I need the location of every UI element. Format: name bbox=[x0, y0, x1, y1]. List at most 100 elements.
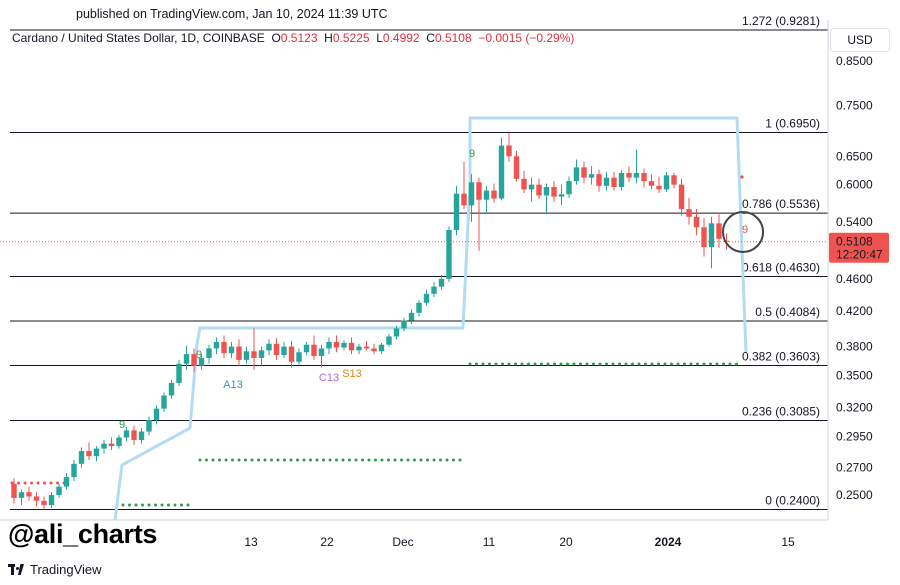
support-dot bbox=[722, 362, 725, 366]
candle-body bbox=[626, 173, 632, 178]
price-tick-label: 0.2700 bbox=[836, 461, 873, 475]
support-dot bbox=[263, 458, 267, 462]
candle-body bbox=[596, 174, 602, 186]
candle-body bbox=[161, 395, 167, 409]
candle-body bbox=[221, 341, 227, 354]
support-dot bbox=[413, 458, 416, 462]
candle-body bbox=[513, 156, 520, 179]
fib-label: 0.618 (0.4630) bbox=[742, 261, 820, 275]
time-axis[interactable]: 13 22 Dec 11 20 2024 15 bbox=[0, 519, 828, 549]
support-dot bbox=[735, 362, 738, 366]
candle-body bbox=[168, 382, 175, 396]
price-axis[interactable]: 0.8500 0.7500 0.6500 0.6000 0.5400 0.4600 0.42… bbox=[827, 20, 889, 520]
open-value: 0.5123 bbox=[280, 31, 318, 45]
support-dot bbox=[218, 458, 221, 462]
support-dot bbox=[289, 458, 293, 462]
support-dot bbox=[553, 362, 556, 366]
support-dot bbox=[257, 458, 260, 462]
candle-body bbox=[491, 190, 497, 199]
fib-label: 1 (0.6950) bbox=[765, 117, 820, 131]
candle-body bbox=[588, 174, 595, 178]
candle-body bbox=[386, 336, 392, 345]
annotations bbox=[0, 211, 828, 253]
support-dot bbox=[657, 362, 660, 366]
support-dot bbox=[341, 458, 345, 462]
candle-body bbox=[431, 286, 437, 294]
support-dot bbox=[147, 503, 151, 507]
support-dot bbox=[452, 458, 455, 462]
support-dot bbox=[445, 458, 449, 462]
support-dot bbox=[663, 362, 667, 366]
support-dot bbox=[527, 362, 530, 366]
candle-body bbox=[183, 354, 190, 364]
price-tick-label: 0.2500 bbox=[836, 488, 873, 502]
support-dot bbox=[618, 362, 621, 366]
candle-body bbox=[356, 346, 362, 351]
support-dot bbox=[481, 362, 485, 366]
support-dot bbox=[520, 362, 524, 366]
support-dot bbox=[540, 362, 543, 366]
candle-body bbox=[611, 177, 617, 188]
candle-body bbox=[723, 240, 730, 242]
resistance-dot bbox=[10, 481, 14, 485]
candle-body bbox=[123, 430, 130, 438]
support-dot bbox=[475, 362, 478, 366]
low-label: L bbox=[376, 31, 383, 45]
candle-body bbox=[341, 342, 347, 348]
candle-body bbox=[618, 173, 625, 188]
candle-body bbox=[131, 430, 137, 440]
support-dot bbox=[501, 362, 504, 366]
candle-body bbox=[663, 175, 670, 190]
current-price-label: 0.5108 bbox=[836, 235, 873, 249]
support-dot bbox=[380, 458, 384, 462]
support-dot bbox=[728, 362, 732, 366]
support-dot bbox=[624, 362, 628, 366]
candle-body bbox=[566, 181, 572, 195]
support-dot bbox=[224, 458, 228, 462]
candle-body bbox=[543, 187, 550, 196]
resistance-dot bbox=[740, 175, 744, 179]
support-dot bbox=[637, 362, 641, 366]
resistance-dot bbox=[43, 481, 46, 485]
support-dot bbox=[432, 458, 436, 462]
high-label: H bbox=[324, 31, 333, 45]
candle-body bbox=[251, 351, 257, 358]
td-label: 9 bbox=[742, 224, 748, 236]
fib-label: 1.272 (0.9281) bbox=[742, 14, 820, 28]
high-value: 0.5225 bbox=[332, 31, 370, 45]
candle-body bbox=[371, 348, 377, 352]
support-dot bbox=[121, 503, 125, 507]
support-dot bbox=[180, 503, 183, 507]
symbol-title: Cardano / United States Dollar, 1D, COIN… bbox=[12, 31, 265, 45]
candle-body bbox=[266, 343, 272, 351]
price-tick-label: 0.4600 bbox=[836, 272, 873, 286]
candle-body bbox=[153, 408, 160, 420]
candle-body bbox=[101, 443, 107, 449]
support-dot bbox=[689, 362, 693, 366]
support-dot bbox=[559, 362, 563, 366]
candle-body bbox=[671, 175, 677, 185]
candle-body bbox=[33, 496, 40, 501]
candle-body bbox=[363, 346, 370, 349]
support-dot bbox=[572, 362, 576, 366]
candle-body bbox=[48, 495, 55, 506]
candle-body bbox=[108, 443, 115, 447]
support-dot bbox=[328, 458, 332, 462]
fib-retracement-levels: 1.272 (0.9281) 1 (0.6950) 0.786 (0.5536) 0.… bbox=[10, 14, 828, 510]
candle-body bbox=[333, 341, 340, 348]
candle-body bbox=[476, 182, 482, 200]
candle-body bbox=[198, 357, 205, 366]
price-tick-label: 0.2950 bbox=[836, 429, 873, 443]
support-dot bbox=[387, 458, 390, 462]
support-dot bbox=[507, 362, 511, 366]
candle-body bbox=[641, 173, 647, 182]
candle-body bbox=[393, 328, 400, 337]
candle-body bbox=[536, 184, 542, 196]
support-dot bbox=[670, 362, 673, 366]
stair-line bbox=[113, 116, 748, 521]
countdown-label: 12:20:47 bbox=[836, 248, 883, 262]
currency-button[interactable]: USD bbox=[830, 28, 890, 52]
fib-label: 0.382 (0.3603) bbox=[742, 349, 820, 363]
